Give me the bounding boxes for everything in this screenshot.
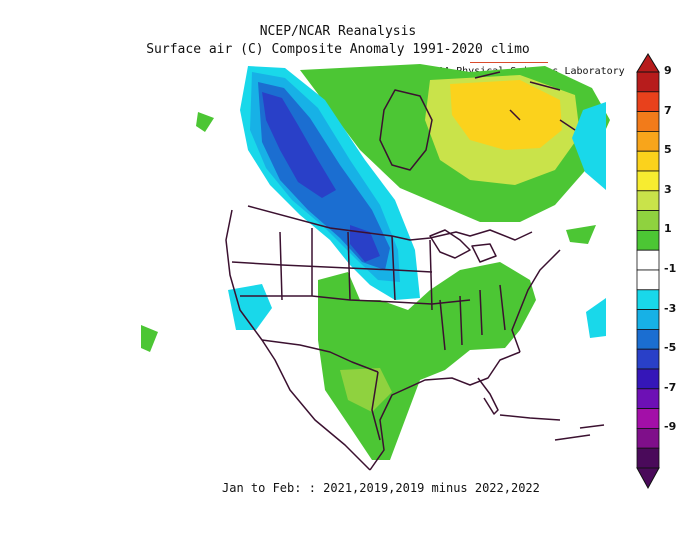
period-footer: Jan to Feb: : 2021,2019,2019 minus 2022,… — [222, 481, 540, 495]
credit-underline — [470, 62, 548, 63]
colorbar-label: 1 — [664, 222, 672, 236]
outline-gulf — [369, 351, 521, 471]
greatlakes — [429, 229, 497, 263]
colorbar-cell — [636, 150, 660, 172]
anomaly-ygreen-texas — [340, 368, 392, 412]
chart-subtitle: Surface air (C) Composite Anomaly 1991-2… — [146, 42, 530, 57]
anomaly-deepblue-core2 — [350, 225, 380, 262]
borders — [225, 71, 605, 471]
colorbar-label: -1 — [664, 262, 677, 275]
colorbar-cell — [636, 249, 660, 271]
caribbean — [499, 414, 605, 441]
colorbar-cell — [636, 368, 660, 390]
anomaly-cyan-ne — [572, 102, 606, 190]
anomaly-cyan-east — [586, 298, 606, 338]
colorbar-label: -9 — [664, 420, 677, 434]
arctic-islands — [474, 71, 576, 131]
chart-title: NCEP/NCAR Reanalysis — [259, 24, 417, 39]
colorbar-label: 3 — [664, 182, 672, 196]
colorbar-cell — [636, 289, 660, 311]
colorbar-cell — [636, 229, 660, 251]
state-line-3 — [439, 284, 506, 351]
mexico-south — [371, 371, 381, 441]
colorbar-cell — [636, 170, 660, 192]
colorbar-cell — [636, 388, 660, 409]
state-line-2 — [231, 261, 471, 305]
outline-eastcoast — [511, 249, 561, 353]
anomaly-green-pacific — [196, 112, 214, 132]
colorbar-label: -5 — [664, 341, 677, 355]
colorbar-cell — [636, 269, 660, 291]
colorbar-cell — [636, 210, 660, 231]
colorbar-cell — [636, 328, 660, 350]
hudson-bay — [379, 89, 433, 171]
colorbar-cell — [636, 131, 660, 152]
colorbar-label: 5 — [664, 143, 672, 157]
border-canada-us — [247, 205, 533, 241]
colorbar-cell — [636, 111, 660, 132]
anomaly-green-ne — [566, 225, 596, 244]
outline-westcoast — [225, 209, 371, 471]
colorbar-top-arrow — [636, 53, 660, 73]
colorbar-cell — [636, 427, 660, 449]
colorbar-cell — [636, 348, 660, 370]
border-us-mexico — [261, 339, 379, 373]
colorbar-cell — [636, 190, 660, 212]
colorbar-label: -7 — [664, 380, 677, 394]
colorbar-label: 9 — [664, 64, 672, 77]
colorbar-label: -3 — [664, 301, 677, 315]
anomaly-green-baja — [141, 325, 158, 352]
florida — [477, 377, 499, 415]
state-line-1 — [279, 228, 433, 311]
colorbar-cell — [636, 309, 660, 330]
anomaly-yellow — [450, 80, 562, 150]
colorbar-bottom-arrow — [636, 467, 660, 490]
colorbar — [636, 53, 660, 490]
colorbar-cell — [636, 408, 660, 429]
colorbar-cell — [636, 71, 660, 93]
colorbar-cell — [636, 447, 660, 469]
anomaly-deepblue-core — [262, 92, 336, 198]
colorbar-cell — [636, 91, 660, 112]
colorbar-label: 7 — [664, 103, 672, 117]
